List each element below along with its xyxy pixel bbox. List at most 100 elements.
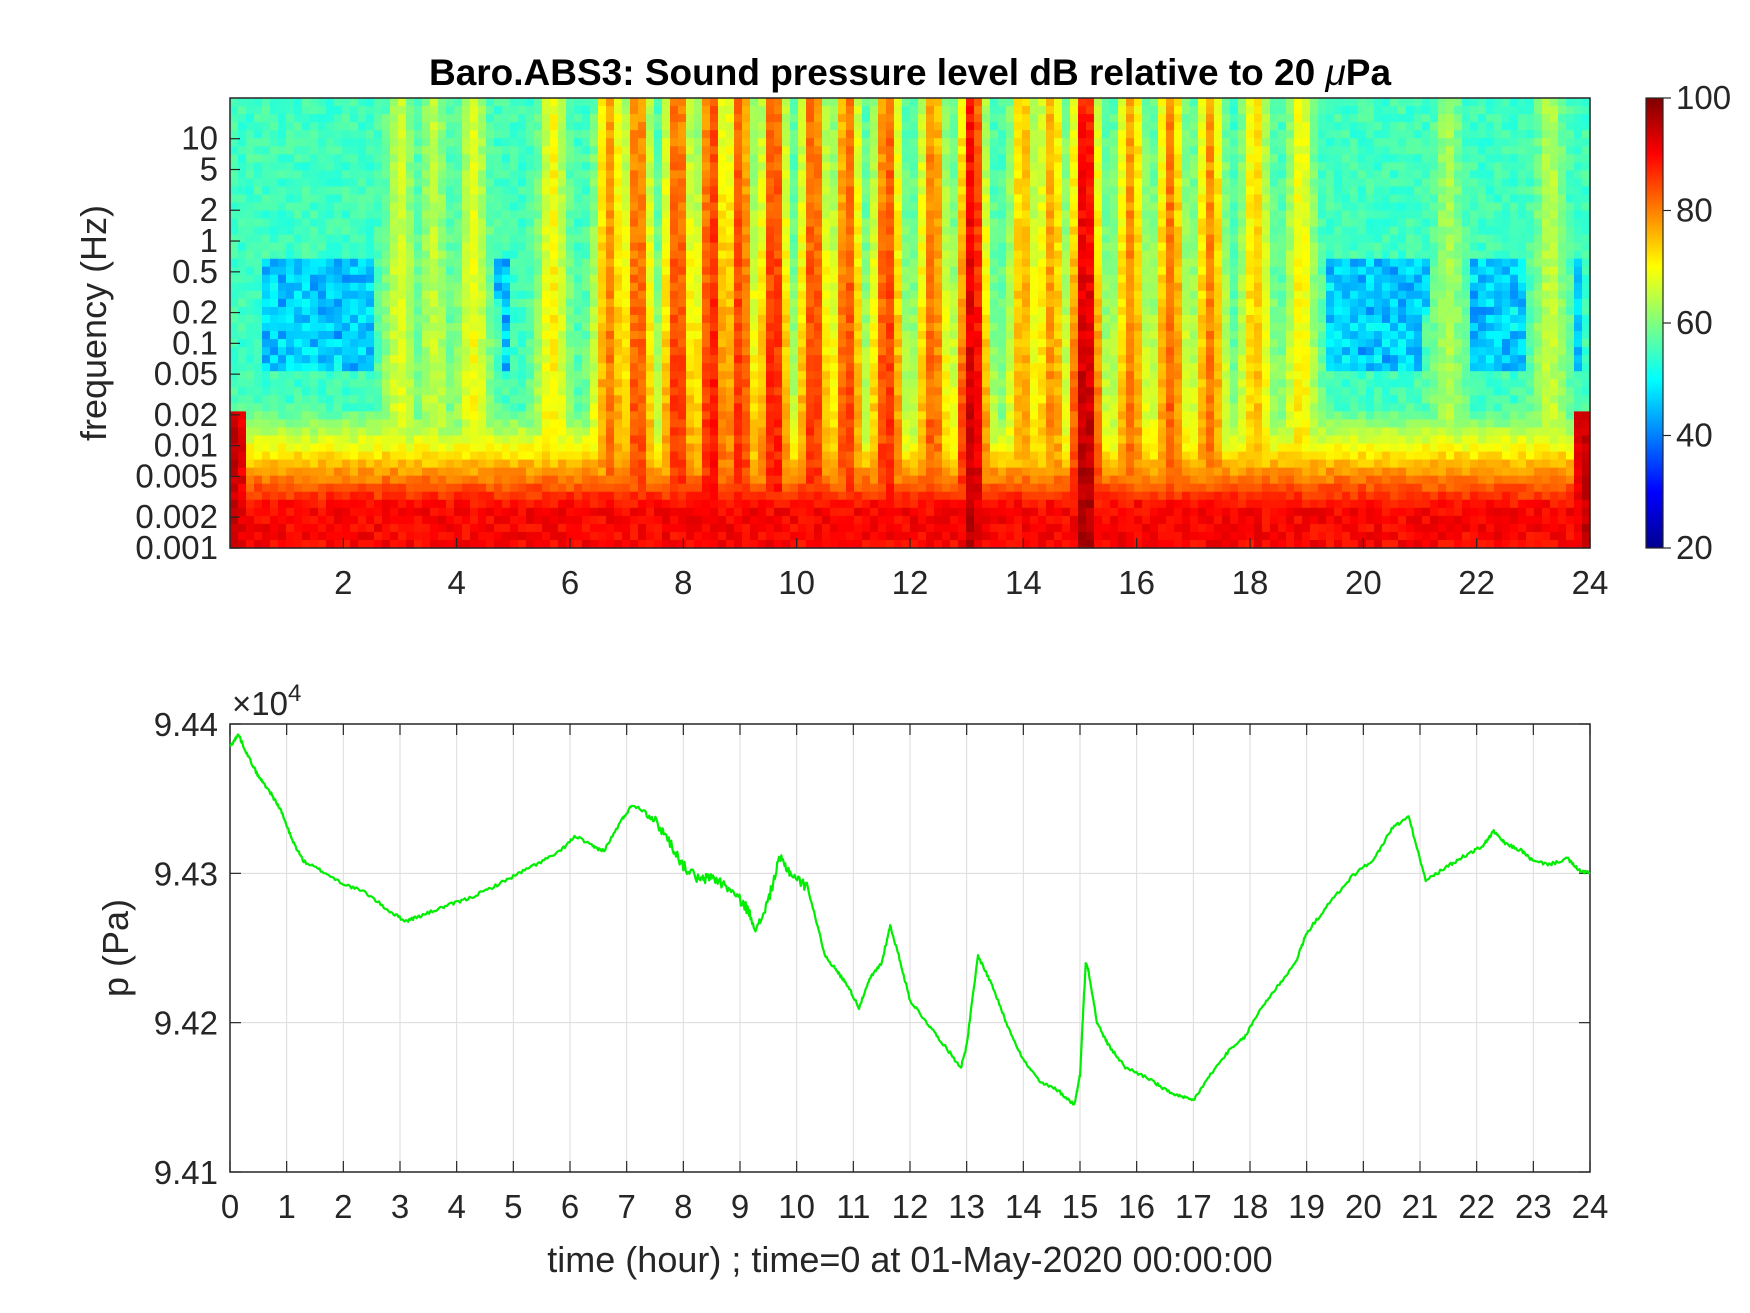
heatmap-cell xyxy=(350,154,359,163)
heatmap-cell xyxy=(270,363,279,372)
heatmap-cell xyxy=(342,98,351,107)
heatmap-cell xyxy=(838,507,847,517)
heatmap-cell xyxy=(358,387,367,396)
heatmap-cell xyxy=(734,515,743,525)
heatmap-cell xyxy=(702,483,711,493)
heatmap-cell xyxy=(742,419,751,429)
heatmap-cell xyxy=(846,138,855,147)
heatmap-cell xyxy=(278,170,287,179)
heatmap-cell xyxy=(750,531,759,541)
heatmap-cell xyxy=(734,258,743,268)
heatmap-cell xyxy=(926,138,935,147)
heatmap-cell xyxy=(246,234,255,244)
heatmap-cell xyxy=(830,242,839,252)
heatmap-cell xyxy=(734,507,743,517)
heatmap-cell xyxy=(942,162,951,171)
heatmap-cell xyxy=(678,475,687,485)
heatmap-cell xyxy=(262,306,271,316)
heatmap-cell xyxy=(326,363,335,372)
heatmap-cell xyxy=(270,130,279,139)
heatmap-cell xyxy=(622,515,631,525)
heatmap-cell xyxy=(302,194,311,204)
heatmap-cell xyxy=(942,114,951,123)
heatmap-cell xyxy=(238,146,247,155)
heatmap-cell xyxy=(398,282,407,292)
heatmap-cell xyxy=(734,483,743,493)
heatmap-cell xyxy=(270,403,279,412)
heatmap-cell xyxy=(782,162,791,171)
heatmap-cell xyxy=(286,507,295,517)
heatmap-cell xyxy=(798,242,807,252)
heatmap-cell xyxy=(654,355,663,364)
heatmap-cell xyxy=(598,106,607,115)
heatmap-cell xyxy=(734,379,743,388)
heatmap-cell xyxy=(662,387,671,396)
heatmap-cell xyxy=(542,250,551,260)
heatmap-cell xyxy=(374,475,383,485)
heatmap-cell xyxy=(526,411,535,421)
heatmap-cell xyxy=(726,371,735,380)
heatmap-cell xyxy=(350,371,359,380)
heatmap-cell xyxy=(654,170,663,179)
heatmap-cell xyxy=(758,226,767,236)
heatmap-cell xyxy=(662,130,671,139)
heatmap-cell xyxy=(366,467,375,477)
heatmap-cell xyxy=(902,234,911,244)
heatmap-cell xyxy=(438,363,447,372)
heatmap-cell xyxy=(742,539,751,549)
heatmap-cell xyxy=(462,403,471,412)
heatmap-cell xyxy=(654,331,663,340)
heatmap-cell xyxy=(398,250,407,260)
heatmap-cell xyxy=(406,379,415,388)
heatmap-cell xyxy=(390,106,399,115)
heatmap-cell xyxy=(926,371,935,380)
heatmap-cell xyxy=(502,395,511,404)
heatmap-cell xyxy=(534,331,543,340)
heatmap-cell xyxy=(710,467,719,477)
heatmap-cell xyxy=(406,339,415,348)
heatmap-cell xyxy=(742,146,751,155)
heatmap-cell xyxy=(422,331,431,340)
heatmap-cell xyxy=(726,411,735,421)
heatmap-cell xyxy=(606,170,615,179)
heatmap-cell xyxy=(318,435,327,445)
heatmap-cell xyxy=(870,218,879,228)
heatmap-cell xyxy=(646,210,655,220)
heatmap-cell xyxy=(518,266,527,276)
heatmap-cell xyxy=(238,258,247,268)
heatmap-cell xyxy=(342,403,351,412)
heatmap-cell xyxy=(558,106,567,115)
heatmap-cell xyxy=(878,98,887,107)
heatmap-cell xyxy=(390,483,399,493)
heatmap-cell xyxy=(518,146,527,155)
heatmap-cell xyxy=(462,323,471,332)
heatmap-cell xyxy=(710,170,719,179)
heatmap-cell xyxy=(430,178,439,187)
heatmap-cell xyxy=(686,170,695,179)
heatmap-cell xyxy=(414,379,423,388)
heatmap-cell xyxy=(670,451,679,461)
heatmap-cell xyxy=(358,411,367,421)
heatmap-cell xyxy=(894,162,903,171)
heatmap-cell xyxy=(238,355,247,364)
heatmap-cell xyxy=(478,443,487,453)
heatmap-cell xyxy=(614,250,623,260)
heatmap-cell xyxy=(774,178,783,187)
heatmap-cell xyxy=(526,539,535,549)
heatmap-cell xyxy=(438,306,447,316)
heatmap-cell xyxy=(518,306,527,316)
heatmap-cell xyxy=(894,387,903,396)
heatmap-cell xyxy=(670,298,679,308)
heatmap-cell xyxy=(606,475,615,485)
heatmap-cell xyxy=(886,114,895,123)
heatmap-cell xyxy=(582,339,591,348)
heatmap-cell xyxy=(342,170,351,179)
heatmap-cell xyxy=(358,186,367,196)
heatmap-cell xyxy=(286,170,295,179)
heatmap-cell xyxy=(614,242,623,252)
heatmap-cell xyxy=(262,411,271,421)
heatmap-cell xyxy=(270,523,279,533)
heatmap-cell xyxy=(758,162,767,171)
heatmap-cell xyxy=(654,162,663,171)
heatmap-cell xyxy=(942,154,951,163)
